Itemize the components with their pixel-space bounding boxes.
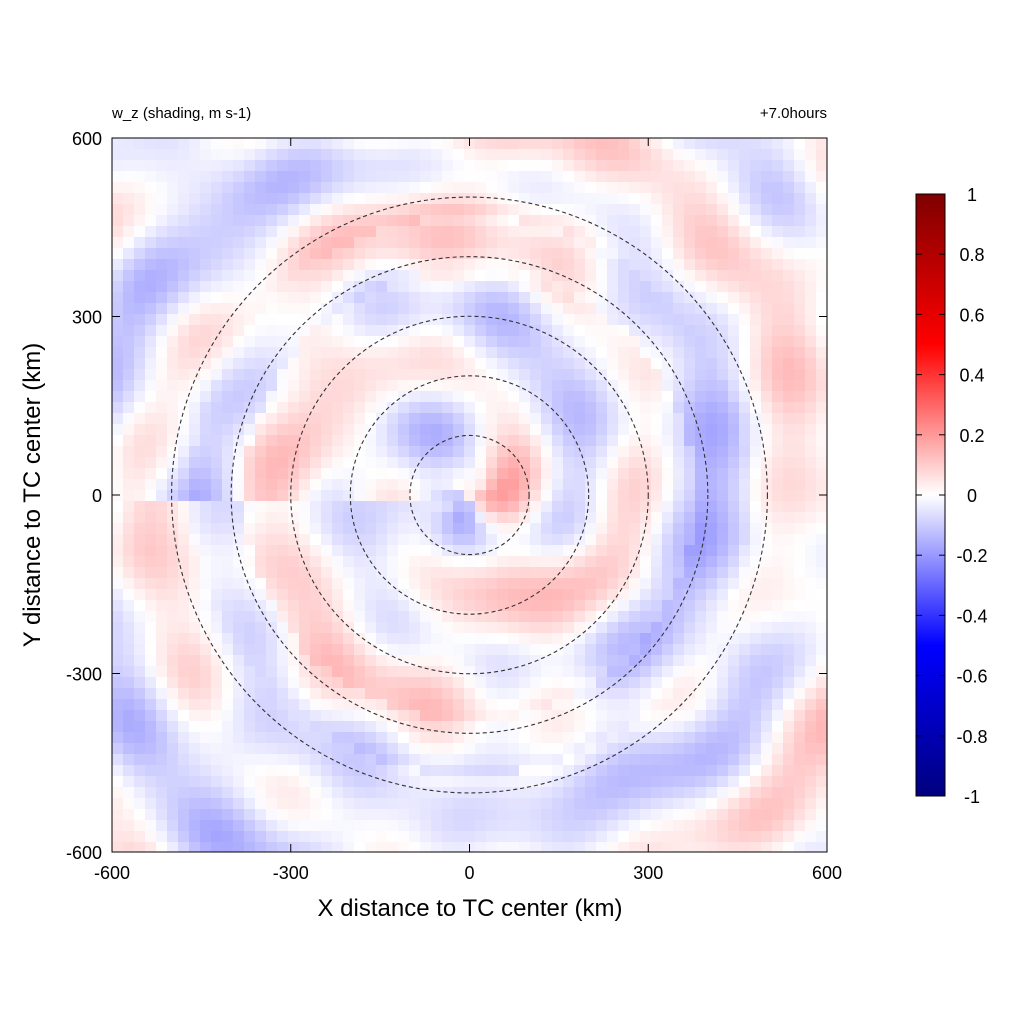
y-tick-label: -300: [66, 665, 102, 685]
colorbar-tick-label: 0: [967, 486, 977, 506]
y-tick-label: -600: [66, 843, 102, 863]
x-axis-ticks: -600 -300 0 300 600: [94, 138, 842, 883]
x-tick-label: 300: [633, 863, 663, 883]
y-tick-label: 300: [72, 308, 102, 328]
x-tick-label: -300: [273, 863, 309, 883]
colorbar-tick-label: 0.4: [959, 366, 984, 386]
range-rings: [171, 196, 768, 794]
range-ring: [409, 434, 530, 556]
range-ring: [230, 256, 709, 734]
x-tick-label: 600: [812, 863, 842, 883]
chart-title-right: +7.0hours: [760, 105, 827, 122]
colorbar-tick-label: -0.6: [956, 667, 987, 687]
range-ring: [171, 196, 768, 794]
y-axis-ticks: -600 -300 0 300 600: [66, 129, 827, 863]
colorbar-tick-label: 1: [967, 185, 977, 205]
colorbar-tick-label: -0.8: [956, 727, 987, 747]
colorbar-tick-label: 0.2: [959, 426, 984, 446]
colorbar-tick-label: -0.4: [956, 606, 987, 626]
y-tick-label: 600: [72, 129, 102, 149]
colorbar-tick-label: -0.2: [956, 546, 987, 566]
colorbar-tick-label: 0.8: [959, 245, 984, 265]
y-tick-label: 0: [92, 486, 102, 506]
colorbar-tick-label: 0.6: [959, 305, 984, 325]
heatmap-field: [112, 138, 827, 852]
range-ring: [290, 315, 649, 675]
y-axis-label: Y distance to TC center (km): [19, 343, 46, 648]
x-axis-label: X distance to TC center (km): [318, 895, 623, 922]
colorbar-ticks: 1 0.8 0.6 0.4 0.2 0 -0.2 -0.4 -0.6 -0.8 -1: [916, 185, 988, 807]
x-tick-label: 0: [464, 863, 474, 883]
range-ring: [349, 375, 590, 615]
x-tick-label: -600: [94, 863, 130, 883]
colorbar-tick-label: -1: [964, 787, 980, 807]
chart-title-left: w_z (shading, m s-1): [111, 105, 251, 122]
